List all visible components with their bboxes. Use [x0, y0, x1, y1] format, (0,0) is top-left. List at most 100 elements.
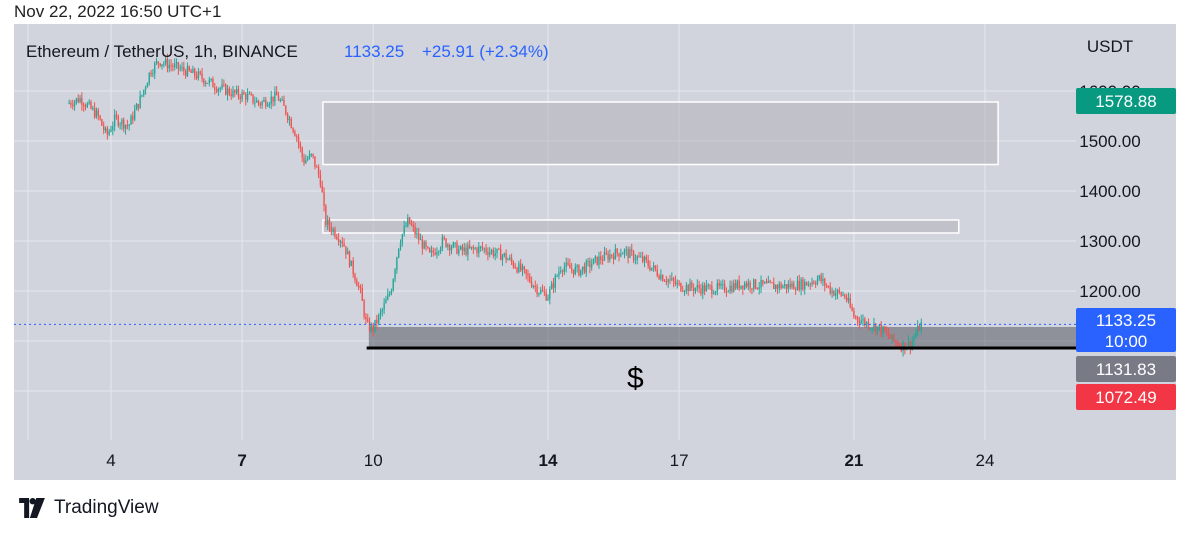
candle-body	[806, 282, 807, 285]
candle-body	[413, 225, 414, 226]
candle-body	[92, 108, 93, 109]
candle-body	[434, 253, 435, 255]
candle-body	[307, 159, 308, 160]
candle-body	[458, 249, 459, 254]
candle-body	[172, 66, 173, 67]
candle-body	[442, 237, 443, 248]
candle-body	[882, 327, 883, 334]
candle-body	[367, 319, 368, 321]
candle-body	[850, 298, 851, 307]
candle-body	[342, 241, 343, 243]
candle-body	[88, 102, 89, 104]
candle-body	[323, 192, 324, 206]
y-axis-ticks: 1600.001500.001400.001300.001200.00	[1079, 82, 1140, 301]
price-chart[interactable]: $ Ethereum / TetherUS, 1h, BINANCE 1133.…	[14, 24, 1176, 480]
candle-body	[425, 242, 426, 247]
candle-body	[360, 286, 361, 288]
candle-body	[505, 253, 506, 260]
candle-body	[615, 249, 616, 259]
candle-body	[394, 270, 395, 280]
candle-body	[68, 103, 69, 104]
candle-body	[418, 233, 419, 240]
candle-body	[309, 154, 310, 158]
candle-body	[831, 291, 832, 293]
candle-body	[332, 229, 333, 232]
candle-body	[556, 276, 557, 277]
drawing-zones[interactable]	[323, 102, 1076, 348]
candle-body	[700, 289, 701, 294]
candle-body	[179, 68, 180, 69]
candle-body	[365, 316, 366, 319]
candle-body	[595, 257, 596, 259]
candle-body	[618, 253, 619, 256]
candle-body	[272, 97, 273, 102]
candle-body	[720, 284, 721, 286]
candle-body	[283, 100, 284, 106]
candle-body	[819, 275, 820, 279]
candle-body	[713, 294, 714, 295]
candle-body	[205, 83, 206, 84]
legend-last-price: 1133.25	[344, 42, 404, 61]
candle-body	[354, 274, 355, 280]
candle-body	[536, 286, 537, 294]
candle-body	[72, 105, 73, 106]
candle-body	[817, 279, 818, 284]
chart-canvas[interactable]: $ Ethereum / TetherUS, 1h, BINANCE 1133.…	[14, 24, 1176, 480]
candle-body	[848, 298, 849, 300]
candle-body	[462, 246, 463, 250]
candle-body	[261, 102, 262, 106]
candle-body	[87, 104, 88, 107]
candle-body	[860, 321, 861, 324]
candle-body	[105, 128, 106, 130]
candle-body	[411, 224, 412, 225]
candle-body	[484, 248, 485, 249]
candle-body	[312, 154, 313, 156]
candle-body	[580, 270, 581, 276]
candle-body	[474, 249, 475, 250]
candle-body	[717, 283, 718, 291]
candle-body	[824, 279, 825, 286]
candle-body	[469, 245, 470, 248]
candle-body	[740, 286, 741, 289]
candle-body	[243, 92, 244, 94]
candle-body	[775, 285, 776, 289]
x-tick-label: 24	[976, 451, 995, 470]
candle-body	[757, 288, 758, 289]
candle-body	[866, 322, 867, 325]
candle-body	[94, 108, 95, 117]
candle-body	[325, 206, 326, 225]
candle-body	[695, 288, 696, 291]
candle-body	[438, 251, 439, 252]
candle-body	[731, 286, 732, 292]
candle-body	[373, 325, 374, 332]
candle-body	[278, 95, 279, 100]
candle-body	[533, 286, 534, 287]
candle-body	[624, 250, 625, 253]
candle-body	[766, 282, 767, 283]
candle-body	[653, 266, 654, 268]
candle-body	[391, 291, 392, 294]
candle-body	[708, 285, 709, 286]
candle-body	[287, 114, 288, 120]
candle-body	[839, 290, 840, 292]
candles	[68, 54, 922, 357]
candle-body	[642, 256, 643, 261]
candle-body	[496, 249, 497, 253]
candle-body	[846, 297, 847, 300]
candle-body	[575, 267, 576, 274]
candle-body	[711, 286, 712, 294]
candle-body	[888, 333, 889, 337]
candle-body	[644, 257, 645, 262]
candle-body	[194, 69, 195, 76]
candle-body	[378, 315, 379, 324]
candle-body	[799, 281, 800, 290]
candle-body	[150, 73, 151, 75]
candle-body	[733, 283, 734, 292]
candle-body	[738, 281, 739, 289]
candle-body	[779, 284, 780, 289]
tradingview-brand[interactable]: TradingView	[14, 496, 159, 520]
candle-body	[221, 84, 222, 88]
candle-body	[815, 283, 816, 284]
candle-body	[760, 280, 761, 288]
candle-body	[220, 88, 221, 89]
